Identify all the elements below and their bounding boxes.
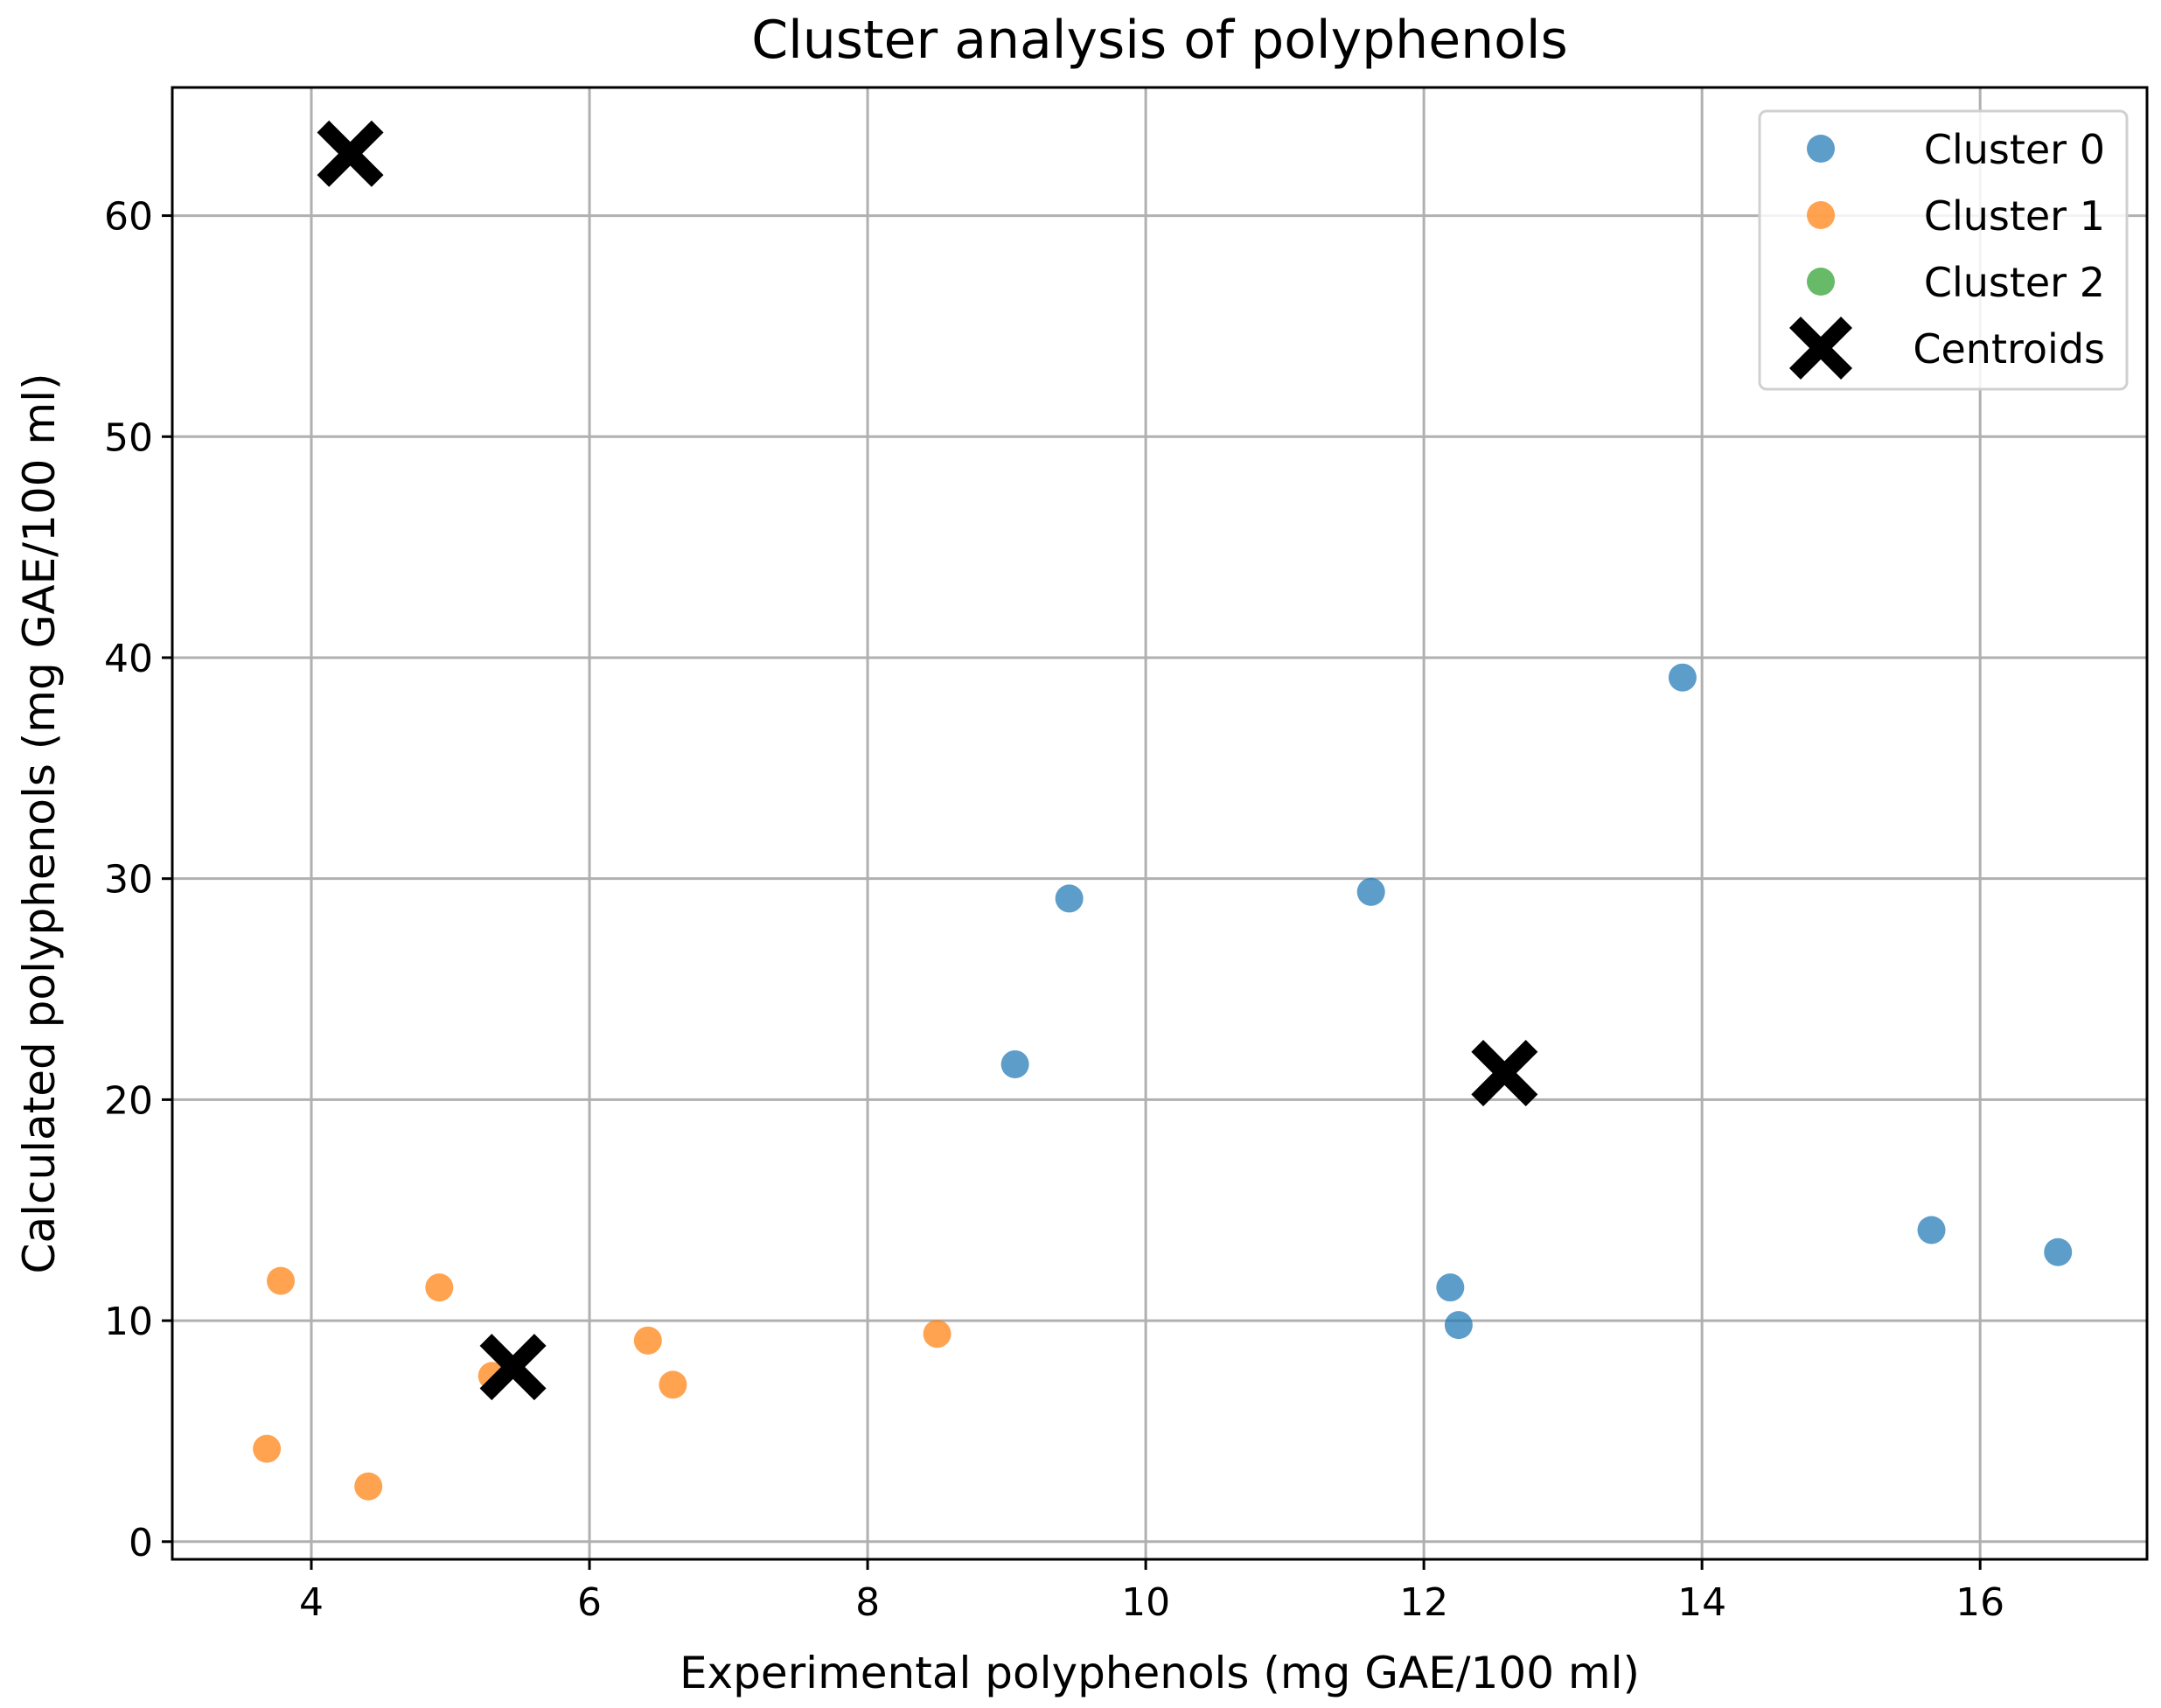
data-point [1444,1311,1473,1340]
y-tick-label: 10 [104,1300,153,1344]
y-tick-label: 20 [104,1078,153,1123]
legend-label: Cluster 2 [1924,259,2105,306]
data-point [1917,1216,1946,1244]
legend-label: Cluster 1 [1924,192,2105,240]
data-point [267,1266,296,1295]
y-tick-label: 40 [104,637,153,681]
x-tick-label: 10 [1121,1580,1170,1625]
data-point [2044,1237,2073,1266]
y-axis-label: Calculated polyphenols (mg GAE/100 ml) [14,373,65,1274]
legend-marker-centroids [1789,317,1852,380]
legend-marker [1807,135,1835,163]
data-point [1436,1273,1465,1302]
legend: Cluster 0 Cluster 1 Cluster 2 Centroids [1758,109,2129,391]
x-tick-label: 16 [1955,1580,2004,1625]
centroid-marker [1471,1040,1538,1107]
data-point [1668,663,1697,692]
centroid-marker [317,120,384,187]
x-tick-label: 14 [1677,1580,1726,1625]
axis-ticks: 4 6 8 10 12 14 16 0 10 20 30 40 50 60 [104,195,2004,1625]
legend-marker [1807,201,1835,229]
data-point [659,1370,687,1399]
x-axis-label: Experimental polyphenols (mg GAE/100 ml) [680,1648,1640,1698]
y-tick-label: 50 [104,415,153,460]
data-point [633,1326,662,1355]
data-point [923,1320,952,1349]
y-tick-label: 60 [104,195,153,240]
x-tick-label: 4 [299,1580,324,1625]
data-point [354,1472,383,1501]
data-point [1055,884,1084,913]
grid [172,87,2147,1559]
data-points [253,120,2073,1501]
legend-label: Centroids [1913,325,2105,373]
data-point [425,1273,454,1302]
chart-title: Cluster analysis of polyphenols [751,10,1568,71]
legend-label: Cluster 0 [1924,126,2105,173]
y-tick-label: 30 [104,858,153,903]
data-point [253,1434,282,1463]
y-tick-label: 0 [129,1521,153,1565]
centroid-marker [479,1334,547,1401]
legend-marker [1807,268,1835,296]
x-tick-label: 12 [1399,1580,1448,1625]
legend-box [1758,109,2129,391]
x-tick-label: 8 [855,1580,880,1625]
x-tick-label: 6 [577,1580,602,1625]
data-point [1356,877,1385,906]
data-point [1000,1049,1029,1078]
plot-frame [171,86,2149,1561]
